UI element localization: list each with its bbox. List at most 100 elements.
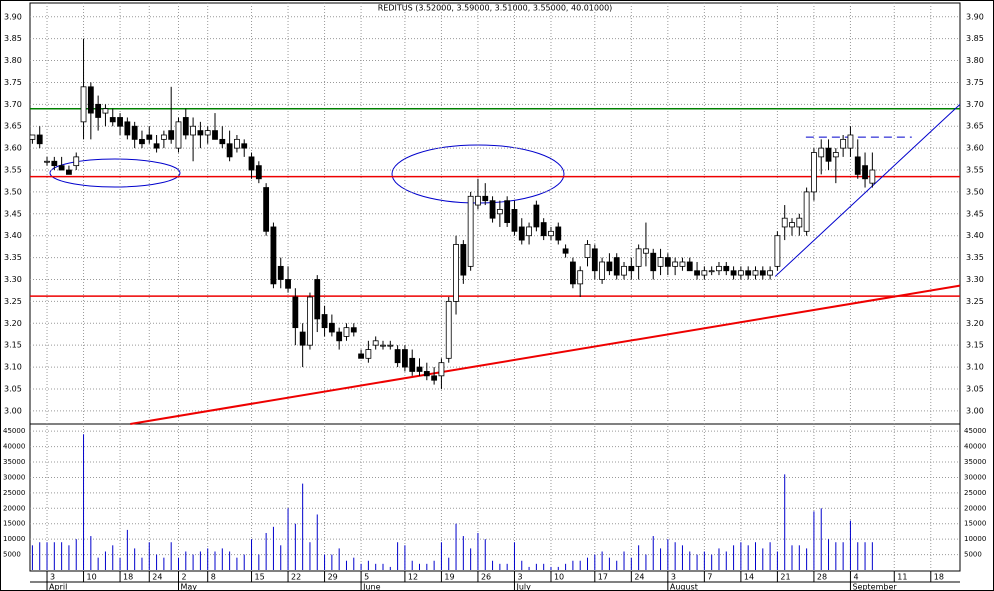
candle-body bbox=[759, 270, 766, 276]
candle-body bbox=[650, 252, 657, 272]
y-tick-label: 3.70 bbox=[966, 100, 984, 109]
x-tick-label: 24 bbox=[152, 573, 162, 582]
candle-body bbox=[131, 125, 138, 140]
candle-body bbox=[416, 366, 423, 372]
x-tick-label: 2 bbox=[181, 573, 186, 582]
candle-body bbox=[219, 138, 226, 145]
x-tick-label: 29 bbox=[328, 573, 338, 582]
candle-body bbox=[657, 257, 664, 267]
candle-body bbox=[526, 226, 532, 237]
candle-body bbox=[628, 265, 635, 272]
volume-tick-label: 20000 bbox=[3, 504, 25, 512]
y-tick-label: 3.45 bbox=[4, 209, 22, 218]
volume-tick-label: 40000 bbox=[3, 443, 25, 451]
candle-body bbox=[153, 143, 160, 149]
volume-tick-label: 45000 bbox=[964, 427, 986, 435]
volume-tick-label: 20000 bbox=[964, 504, 986, 512]
y-tick-label: 3.45 bbox=[966, 209, 984, 218]
y-tick-label: 3.20 bbox=[966, 319, 984, 328]
candle-body bbox=[613, 257, 620, 276]
x-tick-label: 8 bbox=[211, 573, 216, 582]
month-label: May bbox=[180, 583, 197, 591]
candle-body bbox=[496, 209, 503, 215]
candle-body bbox=[394, 349, 401, 364]
candle-body bbox=[182, 117, 189, 136]
volume-tick-label: 15000 bbox=[3, 520, 25, 528]
y-tick-label: 3.35 bbox=[4, 253, 22, 262]
candle-body bbox=[664, 257, 671, 267]
y-tick-label: 3.35 bbox=[966, 253, 984, 262]
month-label: September bbox=[852, 583, 897, 591]
candle-body bbox=[825, 147, 832, 162]
month-label: July bbox=[515, 583, 531, 591]
x-tick-label: 22 bbox=[291, 573, 301, 582]
month-label: June bbox=[362, 583, 381, 591]
candle-body bbox=[862, 165, 868, 180]
candle-body bbox=[854, 156, 861, 175]
x-tick-label: 5 bbox=[364, 573, 369, 582]
y-tick-label: 3.70 bbox=[4, 100, 22, 109]
x-tick-label: 7 bbox=[707, 573, 712, 582]
candle-body bbox=[453, 244, 459, 302]
candle-body bbox=[321, 314, 328, 329]
highlight-ellipse bbox=[49, 158, 181, 188]
candle-body bbox=[518, 226, 525, 241]
candle-body bbox=[146, 134, 153, 140]
candle-body bbox=[372, 340, 379, 346]
candle-body bbox=[102, 108, 109, 114]
candle-body bbox=[29, 134, 36, 140]
candle-body bbox=[686, 261, 693, 272]
volume-tick-label: 10000 bbox=[3, 535, 25, 543]
candle-body bbox=[197, 130, 204, 136]
trend-line bbox=[774, 103, 961, 277]
y-tick-label: 3.90 bbox=[4, 12, 22, 21]
candle-body bbox=[431, 375, 438, 381]
candle-body bbox=[358, 353, 364, 359]
candle-body bbox=[80, 86, 87, 123]
candle-body bbox=[73, 156, 80, 167]
plot-frame bbox=[29, 2, 961, 572]
x-tick-label: 11 bbox=[897, 573, 907, 582]
candle-body bbox=[606, 261, 613, 272]
y-tick-label: 3.25 bbox=[966, 297, 984, 306]
candle-body bbox=[387, 344, 394, 347]
volume-tick-label: 10000 bbox=[964, 535, 986, 543]
x-tick-label: 3 bbox=[517, 573, 522, 582]
candle-body bbox=[716, 265, 722, 272]
y-tick-label: 3.40 bbox=[966, 231, 984, 240]
y-tick-label: 3.05 bbox=[4, 384, 22, 393]
candle-body bbox=[679, 261, 686, 267]
candle-body bbox=[160, 134, 167, 140]
candle-body bbox=[737, 270, 744, 276]
candle-body bbox=[694, 270, 700, 276]
candle-body bbox=[328, 322, 335, 333]
volume-tick-label: 35000 bbox=[964, 458, 986, 466]
candle-body bbox=[723, 265, 730, 272]
candle-body bbox=[577, 270, 584, 285]
candle-body bbox=[489, 200, 496, 219]
y-tick-label: 3.40 bbox=[4, 231, 22, 240]
candle-body bbox=[445, 300, 452, 359]
y-tick-label: 3.55 bbox=[4, 166, 22, 175]
candle-body bbox=[36, 134, 43, 145]
candle-body bbox=[263, 187, 270, 232]
candle-body bbox=[109, 117, 116, 123]
y-tick-label: 3.75 bbox=[4, 78, 22, 87]
x-tick-label: 15 bbox=[255, 573, 265, 582]
y-tick-label: 3.30 bbox=[4, 275, 22, 284]
y-tick-label: 3.80 bbox=[4, 56, 22, 65]
candle-body bbox=[66, 169, 72, 175]
candle-body bbox=[124, 121, 131, 136]
candle-body bbox=[350, 327, 357, 333]
candle-body bbox=[270, 226, 277, 285]
trend-line bbox=[130, 284, 961, 425]
y-tick-label: 3.25 bbox=[4, 297, 22, 306]
candle-body bbox=[241, 143, 248, 149]
candle-body bbox=[789, 222, 795, 228]
candle-body bbox=[774, 235, 781, 267]
y-tick-label: 3.20 bbox=[4, 319, 22, 328]
candle-body bbox=[95, 103, 102, 118]
y-tick-label: 3.10 bbox=[4, 363, 22, 372]
candle-body bbox=[168, 130, 175, 140]
x-tick-label: 28 bbox=[817, 573, 827, 582]
